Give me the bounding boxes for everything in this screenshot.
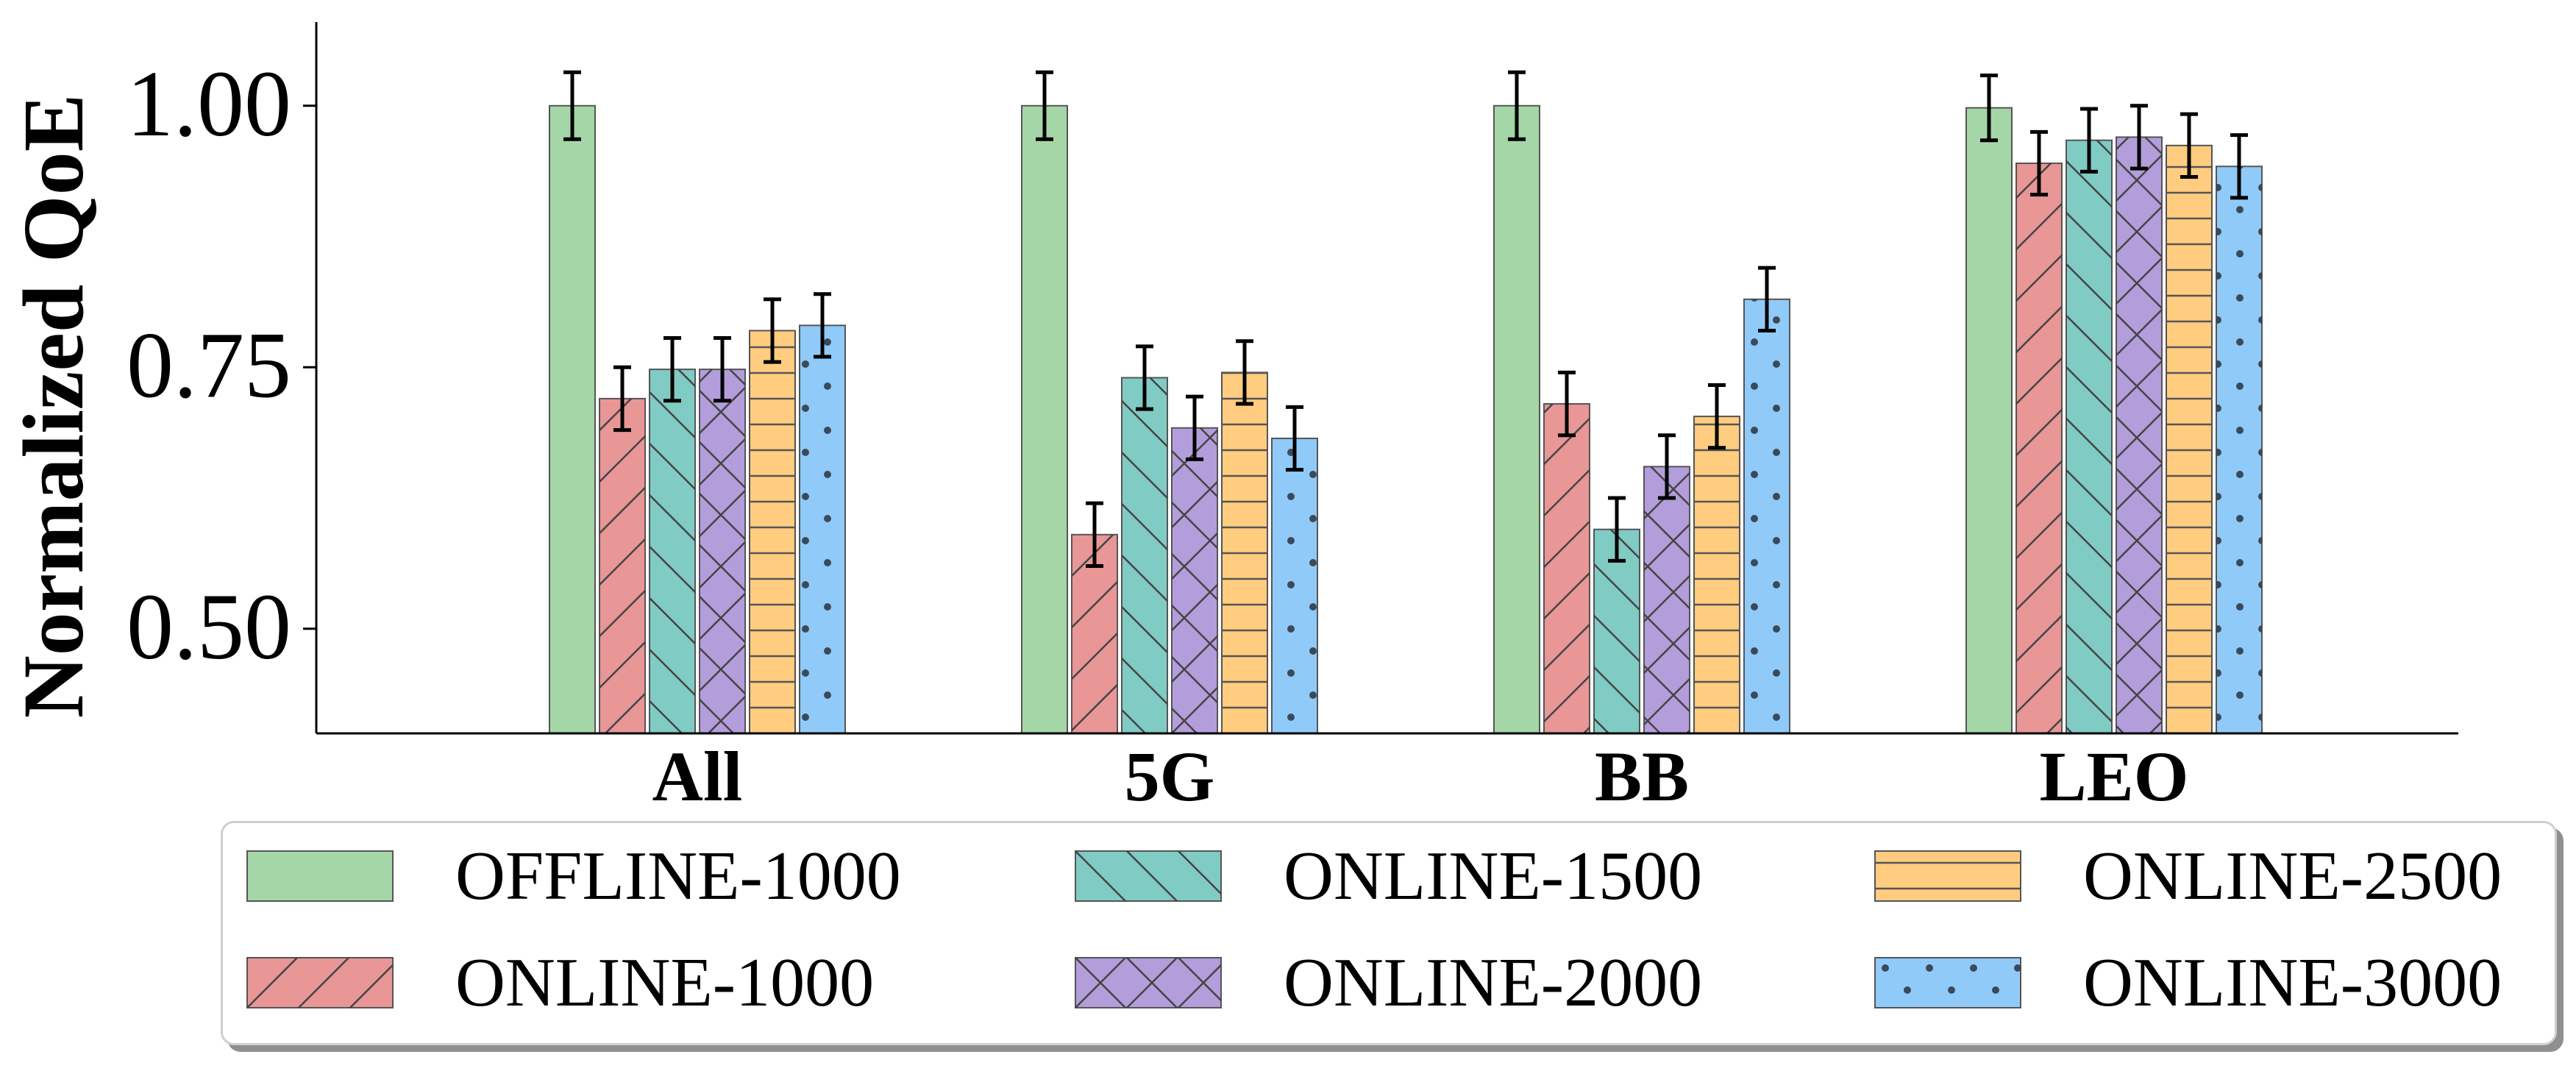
bar-hatch xyxy=(1172,427,1217,733)
bar-hatch xyxy=(800,325,845,733)
bar-hatch xyxy=(599,398,645,733)
bar-fill xyxy=(1965,107,2013,734)
bar-online-3000-5g xyxy=(1271,405,1318,735)
y-axis: 0.50 0.75 1.00 xyxy=(127,22,2458,735)
legend-label: ONLINE-3000 xyxy=(2083,944,2502,1021)
bar-offline-1000-5g xyxy=(1021,70,1068,734)
bar-online-1000-leo xyxy=(2015,129,2063,734)
bar-online-2500-all xyxy=(749,297,796,735)
bar-hatch xyxy=(1594,529,1640,733)
bar-fill xyxy=(549,104,596,734)
bar-hatch xyxy=(1222,372,1267,733)
bar-hatch xyxy=(1644,466,1690,733)
legend-swatch xyxy=(1075,957,1222,1008)
bar-hatch xyxy=(2166,145,2212,733)
bar-hatch xyxy=(1694,416,1740,733)
bar-online-1000-all xyxy=(599,365,646,734)
x-tick-label: LEO xyxy=(2040,737,2189,816)
bar-hatch xyxy=(750,330,795,734)
bar-online-2000-bb xyxy=(1643,433,1690,734)
bar-hatch xyxy=(2216,166,2262,733)
bar-online-1500-leo xyxy=(2066,107,2113,735)
bar-offline-1000-leo xyxy=(1965,74,2013,734)
bar-hatch xyxy=(2066,140,2112,734)
bar-hatch xyxy=(2116,137,2162,734)
bar-online-1000-bb xyxy=(1543,370,1590,734)
bar-offline-1000-bb xyxy=(1493,70,1540,734)
bar-hatch xyxy=(650,369,695,733)
legend-item-offline-1000: OFFLINE-1000 xyxy=(246,838,901,914)
legend-label: ONLINE-1500 xyxy=(1284,838,1703,914)
bar-hatch xyxy=(1272,438,1317,733)
legend-item-online-1500: ONLINE-1500 xyxy=(1075,838,1702,914)
legend-item-online-1000: ONLINE-1000 xyxy=(246,944,874,1021)
legend-swatch xyxy=(1075,850,1222,902)
bar-hatch xyxy=(1122,377,1167,733)
bar-online-1000-5g xyxy=(1071,501,1118,734)
bar-hatch xyxy=(1744,299,1790,733)
y-tick-label: 0.75 xyxy=(127,313,291,417)
bar-hatch xyxy=(1544,404,1590,733)
bar-online-2000-all xyxy=(699,335,746,734)
bar-online-3000-bb xyxy=(1743,266,1790,734)
bar-online-1500-5g xyxy=(1121,344,1168,734)
legend-label: ONLINE-2000 xyxy=(1284,944,1703,1021)
bar-online-2000-5g xyxy=(1171,394,1218,735)
bar-fill xyxy=(1493,104,1540,734)
bar-offline-1000-all xyxy=(549,70,596,734)
x-tick-label: All xyxy=(652,737,743,816)
x-tick-label: BB xyxy=(1595,737,1689,816)
bar-online-2500-5g xyxy=(1221,339,1268,734)
legend-item-online-2000: ONLINE-2000 xyxy=(1075,944,1702,1021)
legend-label: ONLINE-1000 xyxy=(455,944,875,1021)
legend-item-online-3000: ONLINE-3000 xyxy=(1874,944,2502,1021)
x-tick-label: 5G xyxy=(1125,737,1215,816)
y-tick-label: 0.50 xyxy=(127,574,291,679)
y-axis-label: Normalized QoE xyxy=(5,94,102,719)
legend-label: OFFLINE-1000 xyxy=(455,838,901,914)
legend: OFFLINE-1000 ONLINE-1000 ONLINE-1500 ONLINE… xyxy=(221,821,2557,1045)
y-tick-label: 1.00 xyxy=(127,51,291,156)
bar-online-2500-leo xyxy=(2166,112,2213,735)
legend-swatch xyxy=(1874,850,2021,902)
bar-fill xyxy=(1021,104,1068,734)
bar-hatch xyxy=(700,369,745,733)
bar-online-1500-all xyxy=(649,335,696,734)
bar-online-2000-leo xyxy=(2116,104,2163,735)
bar-hatch xyxy=(2016,163,2062,734)
x-axis: All 5G BB LEO xyxy=(652,737,2189,816)
legend-swatch xyxy=(246,957,394,1008)
legend-swatch xyxy=(246,850,394,902)
legend-swatch xyxy=(1874,957,2021,1008)
legend-item-online-2500: ONLINE-2500 xyxy=(1874,838,2502,914)
plot-area xyxy=(549,70,2263,735)
bar-online-1500-bb xyxy=(1593,496,1640,735)
bar-online-3000-all xyxy=(799,292,846,735)
bar-online-2500-bb xyxy=(1693,382,1740,734)
legend-label: ONLINE-2500 xyxy=(2083,838,2502,914)
bar-online-3000-leo xyxy=(2216,133,2263,734)
